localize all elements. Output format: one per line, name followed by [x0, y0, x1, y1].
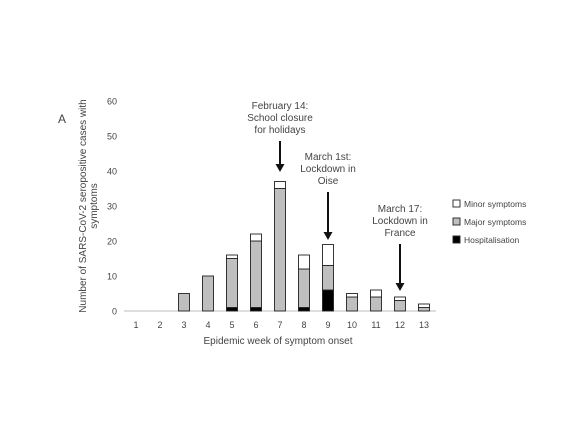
- x-tick-label: 6: [253, 320, 258, 330]
- bar-segment: [346, 293, 358, 298]
- legend-swatch: [452, 217, 461, 226]
- annotation-text: March 17:: [378, 204, 422, 215]
- y-axis-label-line: Number of SARS-CoV-2 seropositive cases …: [78, 99, 89, 312]
- bar-segment: [418, 303, 430, 308]
- bar-segment: [226, 254, 238, 259]
- bar-segment: [250, 233, 262, 242]
- annotation-arrowhead: [395, 283, 405, 291]
- x-ticks: 1 2 3 4 5 6 7 8 9 10 11 12 13: [133, 320, 429, 330]
- x-tick-label: 5: [229, 320, 234, 330]
- x-tick-label: 1: [133, 320, 138, 330]
- annotation-text: Lockdown in: [300, 164, 356, 175]
- annotation-text: for holidays: [254, 125, 305, 136]
- annotation-text: Oise: [318, 176, 339, 187]
- bar-segment: [250, 240, 262, 308]
- bar-segment: [298, 268, 310, 308]
- x-tick-label: 4: [205, 320, 210, 330]
- bar-segment: [298, 307, 310, 312]
- annotation-text: France: [384, 228, 416, 239]
- annotation-text: February 14:: [252, 101, 309, 112]
- legend-swatch: [452, 199, 461, 208]
- y-ticks: 0 10 20 30 40 50 60: [107, 97, 117, 317]
- annotation-text: March 1st:: [305, 152, 352, 163]
- x-tick-label: 8: [301, 320, 306, 330]
- y-tick-label: 60: [107, 97, 117, 107]
- legend-label: Minor symptoms: [464, 199, 526, 209]
- y-tick-label: 30: [107, 202, 117, 212]
- x-tick-label: 9: [325, 320, 330, 330]
- bar-segment: [226, 258, 238, 308]
- bar-segment: [202, 275, 214, 312]
- bar-segment: [274, 188, 286, 312]
- bar-segment: [298, 254, 310, 270]
- x-tick-label: 12: [395, 320, 405, 330]
- y-tick-label: 20: [107, 237, 117, 247]
- legend-label: Major symptoms: [464, 217, 526, 227]
- bar-segment: [274, 181, 286, 189]
- x-tick-label: 7: [277, 320, 282, 330]
- annotation-text: Lockdown in: [372, 216, 428, 227]
- y-tick-label: 40: [107, 167, 117, 177]
- bar-segment: [370, 289, 382, 298]
- bar-segment: [226, 307, 238, 312]
- legend: Minor symptoms Major symptoms Hospitalisat…: [452, 199, 526, 245]
- bar-segment: [346, 296, 358, 312]
- legend-swatch: [452, 235, 461, 244]
- bar-segment: [418, 307, 430, 312]
- bar-segment: [322, 265, 334, 291]
- bar-segment: [394, 300, 406, 312]
- bar-segment: [178, 293, 190, 312]
- y-tick-label: 10: [107, 272, 117, 282]
- x-tick-label: 10: [347, 320, 357, 330]
- y-tick-label: 0: [112, 307, 117, 317]
- x-tick-label: 3: [181, 320, 186, 330]
- x-tick-label: 11: [371, 320, 380, 330]
- bar-segment: [322, 244, 334, 266]
- annotation-text: School closure: [247, 113, 313, 124]
- panel-label: A: [58, 112, 66, 126]
- bar-segment: [394, 296, 406, 301]
- legend-label: Hospitalisation: [464, 235, 520, 245]
- bar-segment: [370, 296, 382, 312]
- x-tick-label: 13: [419, 320, 429, 330]
- y-tick-label: 50: [107, 132, 117, 142]
- y-axis-label: Number of SARS-CoV-2 seropositive cases …: [78, 99, 100, 312]
- bars: [178, 181, 430, 312]
- annotation-arrowhead: [323, 232, 333, 240]
- bar-segment: [322, 289, 334, 312]
- bar-segment: [250, 307, 262, 312]
- annotation-arrowhead: [275, 164, 285, 172]
- x-axis-label: Epidemic week of symptom onset: [204, 336, 353, 347]
- y-axis-label-line: symptoms: [89, 183, 100, 229]
- x-tick-label: 2: [157, 320, 162, 330]
